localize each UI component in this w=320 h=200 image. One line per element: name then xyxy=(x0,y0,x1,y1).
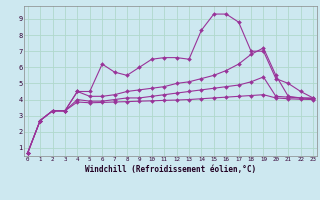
X-axis label: Windchill (Refroidissement éolien,°C): Windchill (Refroidissement éolien,°C) xyxy=(85,165,256,174)
